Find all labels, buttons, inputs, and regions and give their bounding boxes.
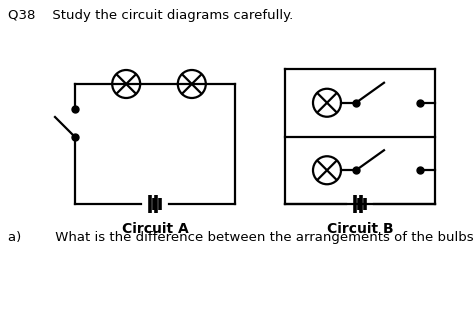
Text: a)        What is the difference between the arrangements of the bulbs in circui: a) What is the difference between the ar… [8, 231, 474, 244]
Text: Circuit B: Circuit B [327, 222, 393, 236]
Text: Q38    Study the circuit diagrams carefully.: Q38 Study the circuit diagrams carefully… [8, 9, 293, 22]
Text: Circuit A: Circuit A [122, 222, 188, 236]
